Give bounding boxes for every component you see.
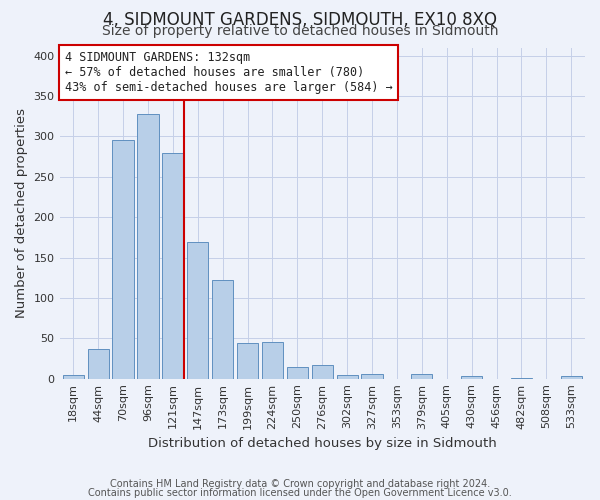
Text: Contains public sector information licensed under the Open Government Licence v3: Contains public sector information licen… xyxy=(88,488,512,498)
Text: Contains HM Land Registry data © Crown copyright and database right 2024.: Contains HM Land Registry data © Crown c… xyxy=(110,479,490,489)
Bar xyxy=(411,374,433,378)
Bar xyxy=(262,342,283,378)
Bar xyxy=(112,140,134,378)
Bar xyxy=(237,343,258,378)
Bar xyxy=(62,376,84,378)
Bar xyxy=(337,374,358,378)
Bar xyxy=(287,366,308,378)
Bar xyxy=(561,376,582,378)
Bar xyxy=(88,349,109,378)
Bar xyxy=(212,280,233,378)
Text: 4 SIDMOUNT GARDENS: 132sqm
← 57% of detached houses are smaller (780)
43% of sem: 4 SIDMOUNT GARDENS: 132sqm ← 57% of deta… xyxy=(65,51,392,94)
Y-axis label: Number of detached properties: Number of detached properties xyxy=(15,108,28,318)
Text: 4, SIDMOUNT GARDENS, SIDMOUTH, EX10 8XQ: 4, SIDMOUNT GARDENS, SIDMOUTH, EX10 8XQ xyxy=(103,11,497,29)
Bar xyxy=(137,114,158,378)
Bar xyxy=(187,242,208,378)
Text: Size of property relative to detached houses in Sidmouth: Size of property relative to detached ho… xyxy=(102,24,498,38)
Bar xyxy=(361,374,383,378)
Bar xyxy=(162,152,184,378)
Bar xyxy=(311,365,333,378)
X-axis label: Distribution of detached houses by size in Sidmouth: Distribution of detached houses by size … xyxy=(148,437,497,450)
Bar xyxy=(461,376,482,378)
